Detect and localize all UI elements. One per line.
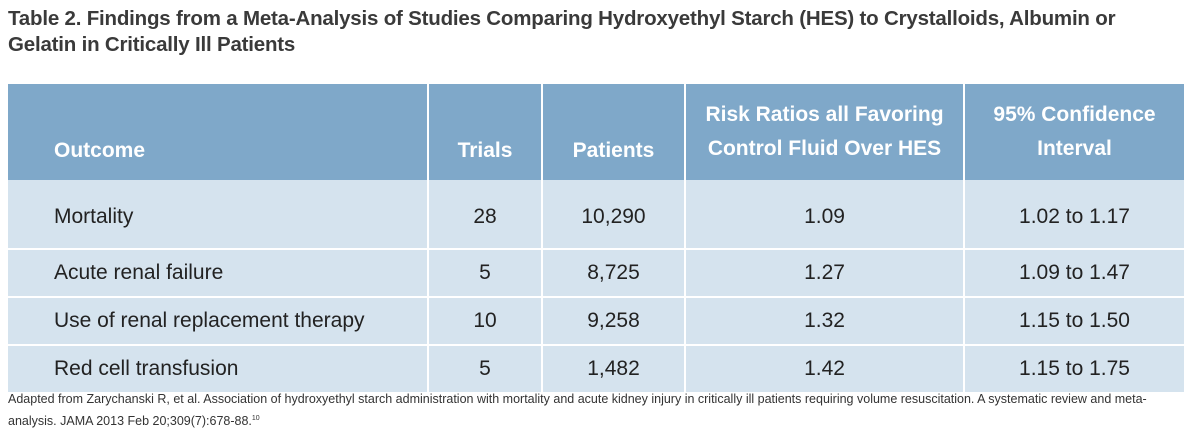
cell-trials: 5 [427, 248, 542, 297]
column-header-risk-ratios-line1: Risk Ratios all Favoring [705, 103, 944, 126]
column-header-patients: Patients [541, 84, 685, 180]
cell-confidence-interval: 1.15 to 1.75 [963, 344, 1184, 392]
column-header-trials: Trials [427, 84, 542, 180]
table-header-row: Outcome Trials Patients Risk Ratios all … [8, 84, 1184, 180]
column-header-trials-label: Trials [457, 139, 513, 162]
column-header-confidence-interval: 95% Confidence Interval [963, 84, 1184, 180]
column-header-risk-ratios: Risk Ratios all Favoring Control Fluid O… [684, 84, 964, 180]
cell-confidence-interval: 1.02 to 1.17 [963, 180, 1184, 249]
table-row: Use of renal replacement therapy 10 9,25… [8, 296, 1184, 345]
table-row: Mortality 28 10,290 1.09 1.02 to 1.17 [8, 180, 1184, 249]
footnote-text: Adapted from Zarychanski R, et al. Assoc… [8, 392, 1147, 429]
findings-table-container: Outcome Trials Patients Risk Ratios all … [8, 84, 1184, 392]
cell-risk-ratio: 1.09 [684, 180, 964, 249]
cell-patients: 8,725 [541, 248, 685, 297]
cell-patients: 1,482 [541, 344, 685, 392]
column-header-outcome: Outcome [8, 84, 428, 180]
cell-trials: 10 [427, 296, 542, 345]
table-row: Acute renal failure 5 8,725 1.27 1.09 to… [8, 248, 1184, 297]
column-header-patients-label: Patients [572, 139, 655, 162]
table-row: Red cell transfusion 5 1,482 1.42 1.15 t… [8, 344, 1184, 392]
cell-outcome: Acute renal failure [8, 248, 428, 297]
cell-trials: 5 [427, 344, 542, 392]
cell-outcome: Mortality [8, 180, 428, 249]
cell-risk-ratio: 1.27 [684, 248, 964, 297]
column-header-outcome-label: Outcome [54, 139, 146, 162]
cell-confidence-interval: 1.15 to 1.50 [963, 296, 1184, 345]
cell-patients: 10,290 [541, 180, 685, 249]
source-footnote: Adapted from Zarychanski R, et al. Assoc… [8, 390, 1192, 431]
footnote-reference-marker: 10 [251, 415, 260, 422]
cell-risk-ratio: 1.32 [684, 296, 964, 345]
column-header-ci-line1: 95% Confidence [993, 103, 1156, 126]
column-header-ci-line2: Interval [1037, 137, 1112, 160]
column-header-risk-ratios-line2: Control Fluid Over HES [707, 137, 942, 160]
table-title: Table 2. Findings from a Meta-Analysis o… [8, 7, 1116, 56]
cell-risk-ratio: 1.42 [684, 344, 964, 392]
cell-outcome: Red cell transfusion [8, 344, 428, 392]
cell-trials: 28 [427, 180, 542, 249]
findings-table: Outcome Trials Patients Risk Ratios all … [8, 84, 1184, 392]
cell-patients: 9,258 [541, 296, 685, 345]
cell-confidence-interval: 1.09 to 1.47 [963, 248, 1184, 297]
cell-outcome: Use of renal replacement therapy [8, 296, 428, 345]
